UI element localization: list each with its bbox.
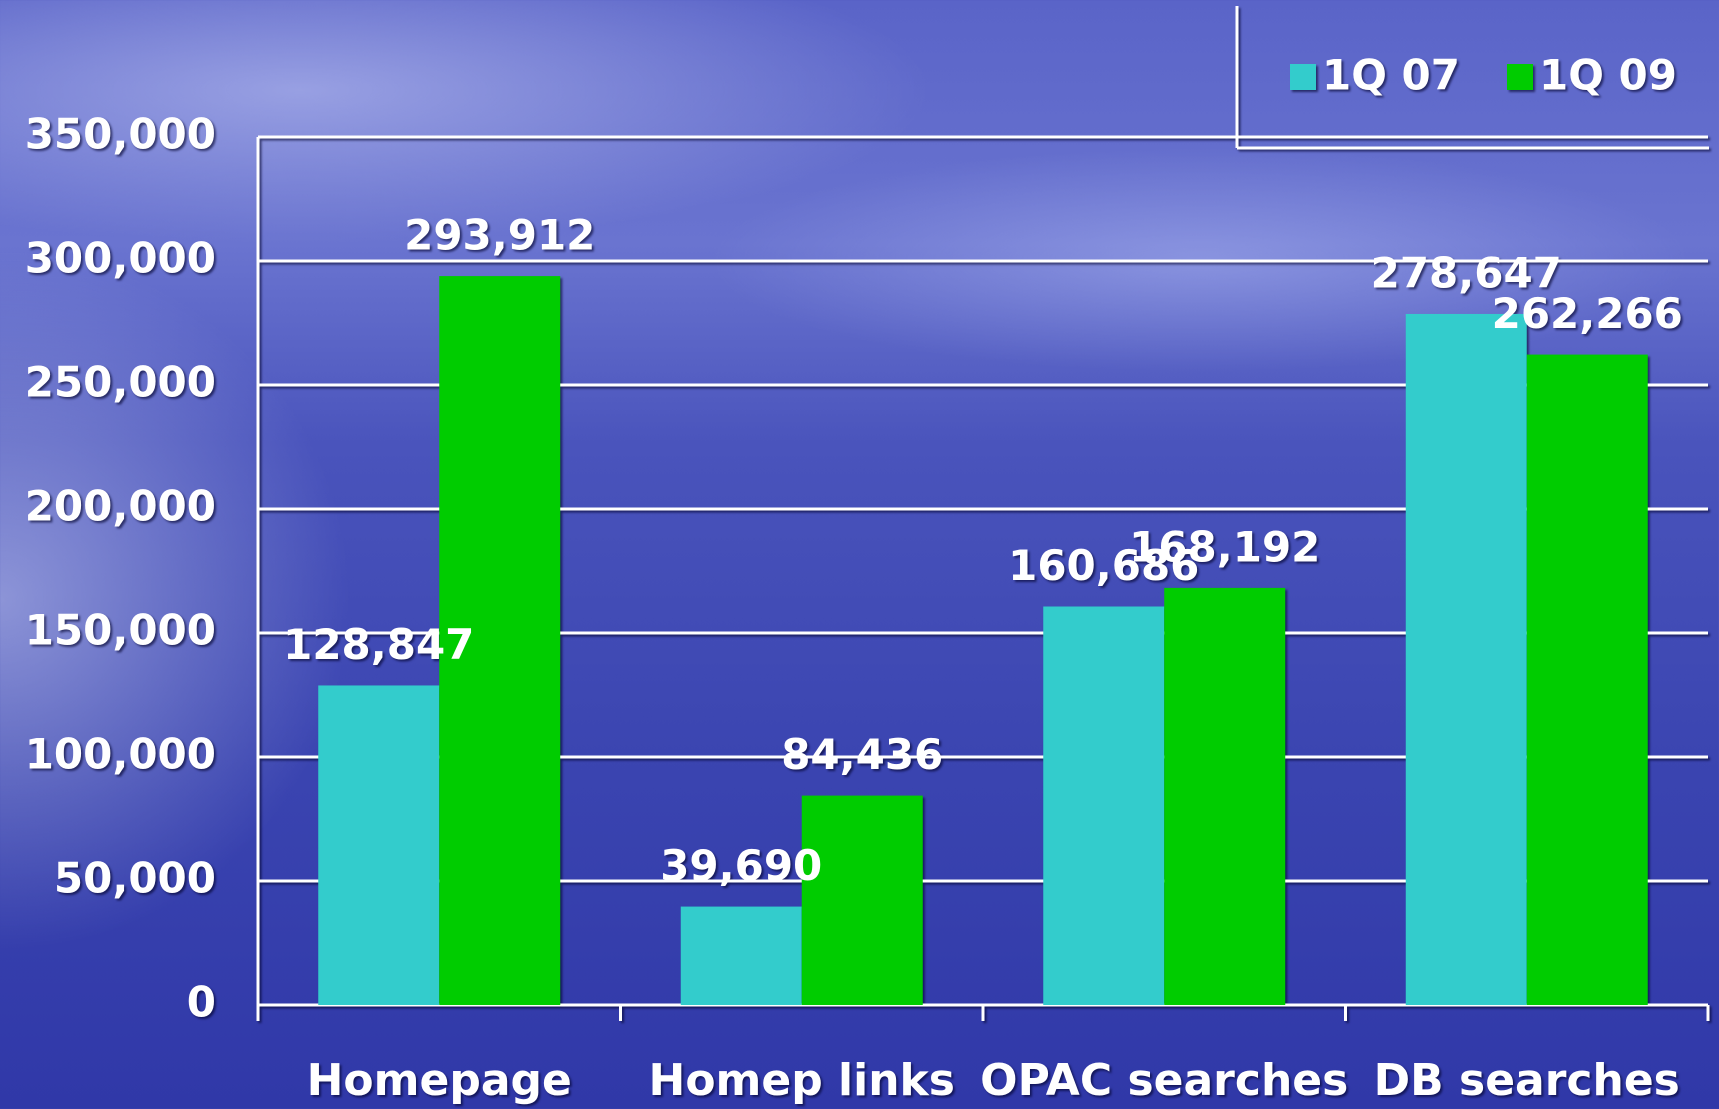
data-label: 39,690 [660, 841, 822, 890]
legend-swatch [1507, 64, 1533, 90]
y-tick-label: 100,000 [25, 730, 216, 779]
legend-label: 1Q 07 [1322, 51, 1460, 100]
data-label: 278,647 [1371, 248, 1562, 297]
y-tick-label: 150,000 [25, 606, 216, 655]
data-label: 160,686 [1008, 541, 1199, 590]
y-tick-label: 0 [187, 978, 216, 1027]
data-label: 262,266 [1492, 289, 1683, 338]
x-tick-label: DB searches [1374, 1055, 1680, 1106]
data-label: 128,847 [283, 620, 474, 669]
data-label: 293,912 [404, 211, 595, 260]
legend-label: 1Q 09 [1539, 51, 1677, 100]
y-tick-label: 300,000 [25, 234, 216, 283]
y-tick-label: 250,000 [25, 358, 216, 407]
bar [801, 795, 923, 1005]
bar [1405, 313, 1527, 1005]
bar [318, 685, 440, 1005]
bar [1043, 606, 1165, 1005]
legend-swatch [1290, 64, 1316, 90]
data-label: 84,436 [781, 730, 943, 779]
bar [439, 276, 561, 1005]
bar [1526, 354, 1648, 1005]
bar [1164, 587, 1286, 1005]
data-label: 168,192 [1129, 522, 1320, 571]
y-tick-label: 350,000 [25, 110, 216, 159]
y-tick-label: 50,000 [54, 854, 216, 903]
y-tick-label: 200,000 [25, 482, 216, 531]
x-tick-label: OPAC searches [980, 1055, 1348, 1106]
bar [680, 906, 802, 1005]
x-tick-label: Homepage [307, 1055, 572, 1106]
x-tick-label: Homep links [649, 1055, 956, 1106]
